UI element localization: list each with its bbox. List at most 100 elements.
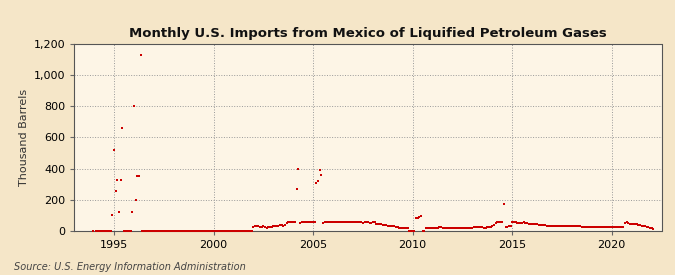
Point [479, 226, 489, 230]
Point [643, 225, 653, 229]
Point [485, 225, 496, 229]
Point [456, 226, 466, 230]
Point [127, 209, 138, 214]
Point [459, 226, 470, 230]
Point [467, 226, 478, 230]
Point [286, 220, 297, 225]
Point [551, 223, 562, 228]
Point [529, 222, 539, 226]
Point [250, 224, 261, 229]
Point [240, 229, 250, 233]
Point [424, 226, 435, 230]
Point [557, 224, 568, 229]
Point [481, 226, 491, 230]
Point [631, 222, 642, 226]
Point [138, 229, 149, 233]
Point [392, 225, 403, 229]
Point [215, 229, 225, 233]
Point [387, 223, 398, 228]
Point [396, 226, 406, 230]
Point [236, 229, 247, 233]
Point [565, 224, 576, 229]
Point [324, 220, 335, 225]
Point [160, 229, 171, 233]
Point [298, 220, 308, 225]
Point [615, 225, 626, 229]
Point [605, 225, 616, 229]
Point [122, 229, 133, 233]
Point [508, 219, 519, 224]
Point [543, 223, 554, 228]
Point [547, 223, 558, 228]
Point [646, 226, 657, 230]
Point [188, 229, 199, 233]
Point [276, 222, 287, 227]
Point [196, 229, 207, 233]
Point [638, 224, 649, 229]
Point [515, 221, 526, 226]
Point [620, 221, 630, 226]
Point [303, 220, 314, 225]
Point [177, 229, 188, 233]
Point [225, 229, 236, 233]
Point [87, 229, 98, 233]
Point [359, 220, 370, 225]
Point [603, 225, 614, 229]
Point [548, 223, 559, 228]
Point [178, 229, 189, 233]
Point [554, 224, 564, 229]
Point [313, 179, 323, 183]
Point [266, 225, 277, 229]
Point [381, 222, 392, 227]
Point [185, 229, 196, 233]
Point [492, 219, 503, 224]
Point [232, 229, 242, 233]
Point [364, 221, 375, 226]
Point [140, 229, 151, 233]
Point [338, 220, 348, 225]
Point [144, 229, 155, 233]
Point [566, 224, 577, 229]
Point [263, 225, 274, 229]
Point [449, 226, 460, 230]
Point [261, 226, 272, 230]
Point [316, 173, 327, 177]
Point [148, 229, 159, 233]
Point [107, 213, 118, 218]
Point [238, 229, 249, 233]
Point [419, 229, 430, 233]
Point [454, 226, 464, 230]
Point [367, 220, 378, 225]
Point [416, 214, 427, 218]
Point [119, 229, 130, 233]
Point [518, 220, 529, 225]
Point [429, 226, 439, 230]
Point [341, 219, 352, 224]
Point [155, 229, 166, 233]
Point [510, 220, 521, 225]
Text: Source: U.S. Energy Information Administration: Source: U.S. Energy Information Administ… [14, 262, 245, 272]
Point [248, 225, 259, 229]
Point [334, 219, 345, 224]
Point [340, 219, 350, 224]
Point [472, 225, 483, 229]
Point [641, 225, 652, 229]
Point [162, 229, 173, 233]
Point [304, 219, 315, 224]
Point [243, 229, 254, 233]
Point [323, 219, 333, 224]
Title: Monthly U.S. Imports from Mexico of Liquified Petroleum Gases: Monthly U.S. Imports from Mexico of Liqu… [129, 27, 607, 40]
Point [135, 53, 146, 57]
Point [207, 229, 217, 233]
Point [346, 220, 356, 225]
Point [218, 229, 229, 233]
Point [291, 187, 302, 191]
Point [500, 225, 511, 229]
Point [573, 224, 584, 229]
Point [115, 177, 126, 182]
Point [583, 225, 594, 229]
Point [399, 226, 410, 230]
Point [389, 224, 400, 229]
Point [163, 229, 174, 233]
Point [497, 220, 508, 225]
